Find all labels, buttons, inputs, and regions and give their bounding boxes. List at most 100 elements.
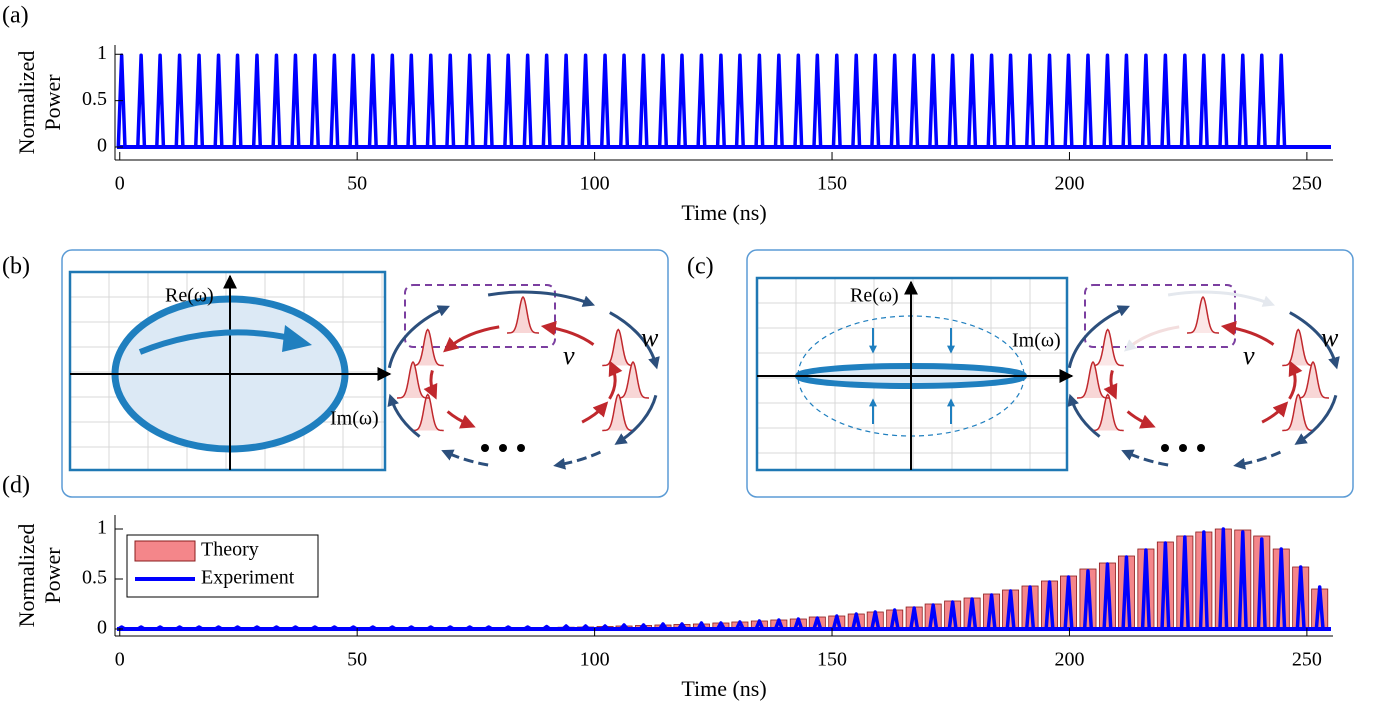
pulse [175,625,184,631]
pulse [193,53,205,148]
ellipsis-dot [481,444,489,452]
pulse [1179,535,1190,630]
ellipsis-dot [517,444,525,452]
pulse-icon-line [1187,295,1219,334]
pulse [1140,53,1151,148]
pulse [251,53,263,148]
x-tick-label: 100 [580,173,610,195]
pulse [542,624,552,631]
pulse-icon [1187,297,1219,333]
x-tick-label: 50 [347,173,367,195]
pulse-icon [1091,329,1124,366]
winding-arrow [138,329,291,355]
coupling-arrow [1220,320,1275,346]
pulse-icon [602,329,635,366]
coupling-arrow [1294,394,1338,445]
pulse [1256,53,1267,148]
pulse [696,53,707,148]
pulse [349,625,358,631]
coupling-arrow [387,393,421,438]
y-tick-label: 1 [97,517,107,539]
pulse-icon [1282,394,1315,431]
pulse [271,53,282,148]
pulse [1082,569,1094,630]
pulse [831,53,842,148]
y-tick-label: 0 [97,135,107,157]
pulse-icon-line [1091,328,1124,367]
pulse [1102,53,1113,148]
pulse [1295,565,1306,630]
pulse-icon [1282,329,1315,366]
pulse [464,53,475,148]
pulse [483,53,494,148]
pulse-icon [1077,362,1109,398]
pulse [658,622,668,630]
coupling-arrow [1126,410,1156,429]
pulse [1256,537,1267,630]
coupling-arrow [608,360,623,400]
re-label: Re(ω) [165,285,214,307]
coupling-arrow [553,450,602,470]
pulse-icon-line [507,295,539,334]
pulse [1160,541,1171,630]
coupling-arrow [1167,290,1275,307]
ellipsis-dot [499,444,507,452]
pulse [1121,555,1132,630]
pulse [155,53,166,148]
pulse [252,625,262,631]
pulse [793,53,804,148]
pulse [967,597,978,630]
panel-label: (d) [2,473,30,499]
panel-frame [746,249,1354,498]
coupling-arrow [423,369,438,400]
pulse [348,53,359,148]
pulse-icon [397,362,429,398]
x-tick-label: 200 [1054,173,1084,195]
pulse [136,625,146,631]
pulse-icon-line [1297,360,1329,399]
pulse [368,625,378,631]
pulse [407,625,416,631]
pulse [638,623,649,631]
pulse [213,53,224,148]
pulse [445,53,456,148]
pulse [715,53,726,148]
y-tick-label: 1 [97,42,107,64]
pulse [232,53,243,148]
pulse [1102,562,1113,630]
legend-label: Experiment [201,567,295,589]
pulse [1005,589,1016,630]
coupling-arrow [1289,311,1340,370]
ellipsis-dot [1161,444,1169,452]
pulse [618,53,630,148]
coupling-arrow [1123,325,1180,352]
pulse [580,53,591,148]
x-tick-label: 0 [115,649,125,671]
pulse [734,53,745,148]
pulse [541,53,552,148]
y-tick-label: 0.5 [82,567,107,589]
pulse [1218,53,1229,148]
pulse [851,612,862,630]
pulse [773,53,784,148]
pulse-icon [602,394,635,431]
ellipsis-dot [1197,444,1205,452]
pulse [194,625,204,631]
pulse [1005,53,1016,148]
x-tick-label: 150 [817,173,847,195]
pulse [1121,53,1132,148]
pulse [638,53,649,148]
x-axis-label: Time (ns) [681,200,766,225]
pulse [503,625,513,631]
x-tick-label: 150 [817,649,847,671]
unit-cell-box [1084,284,1236,348]
pulse-icon [1091,394,1124,431]
pulse [928,603,939,630]
pulse [329,53,340,148]
coupling-arrow [540,320,595,346]
pulse [310,625,320,631]
pulse [406,53,417,148]
pulse [581,624,591,631]
pulse [870,53,881,148]
